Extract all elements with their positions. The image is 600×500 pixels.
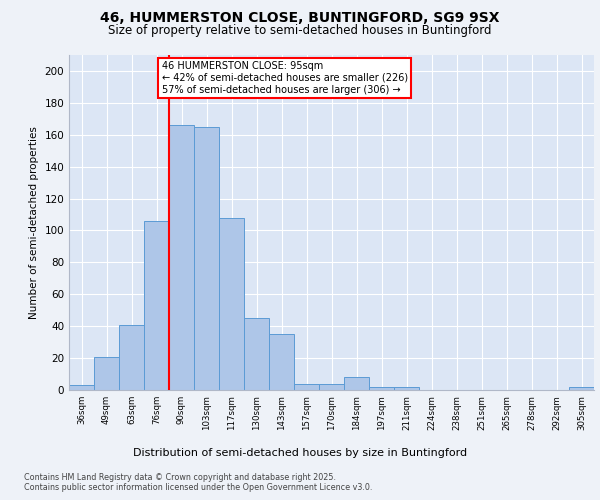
Bar [144,221,169,390]
Bar [219,218,244,390]
Bar [269,334,294,390]
Bar [569,387,594,390]
Text: Contains public sector information licensed under the Open Government Licence v3: Contains public sector information licen… [24,482,373,492]
Text: Distribution of semi-detached houses by size in Buntingford: Distribution of semi-detached houses by … [133,448,467,458]
Bar [319,384,344,390]
Bar [169,125,194,390]
Text: Size of property relative to semi-detached houses in Buntingford: Size of property relative to semi-detach… [108,24,492,37]
Bar [244,318,269,390]
Bar [94,356,119,390]
Bar [369,387,394,390]
Text: 46, HUMMERSTON CLOSE, BUNTINGFORD, SG9 9SX: 46, HUMMERSTON CLOSE, BUNTINGFORD, SG9 9… [100,11,500,25]
Bar [294,384,319,390]
Y-axis label: Number of semi-detached properties: Number of semi-detached properties [29,126,39,319]
Bar [119,324,144,390]
Bar [69,385,94,390]
Bar [194,127,219,390]
Text: Contains HM Land Registry data © Crown copyright and database right 2025.: Contains HM Land Registry data © Crown c… [24,472,336,482]
Bar [344,377,369,390]
Bar [394,387,419,390]
Text: 46 HUMMERSTON CLOSE: 95sqm
← 42% of semi-detached houses are smaller (226)
57% o: 46 HUMMERSTON CLOSE: 95sqm ← 42% of semi… [161,62,407,94]
